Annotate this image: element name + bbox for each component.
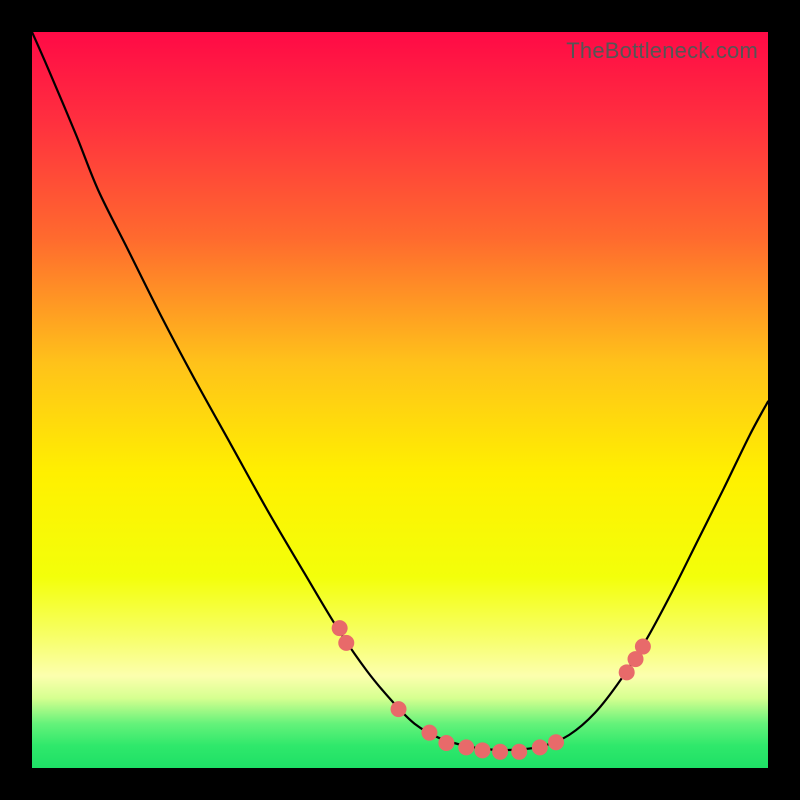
data-point <box>332 620 348 636</box>
data-point <box>548 734 564 750</box>
data-point <box>421 725 437 741</box>
data-point <box>492 744 508 760</box>
data-point <box>391 701 407 717</box>
data-point <box>619 664 635 680</box>
plot-area: TheBottleneck.com <box>32 32 768 768</box>
data-point <box>532 739 548 755</box>
data-point <box>338 635 354 651</box>
data-point <box>438 735 454 751</box>
data-point <box>458 739 474 755</box>
data-point <box>511 744 527 760</box>
chart-frame: TheBottleneck.com <box>0 0 800 800</box>
watermark-text: TheBottleneck.com <box>566 38 758 64</box>
data-point <box>474 742 490 758</box>
data-points-layer <box>32 32 768 768</box>
data-point <box>635 639 651 655</box>
